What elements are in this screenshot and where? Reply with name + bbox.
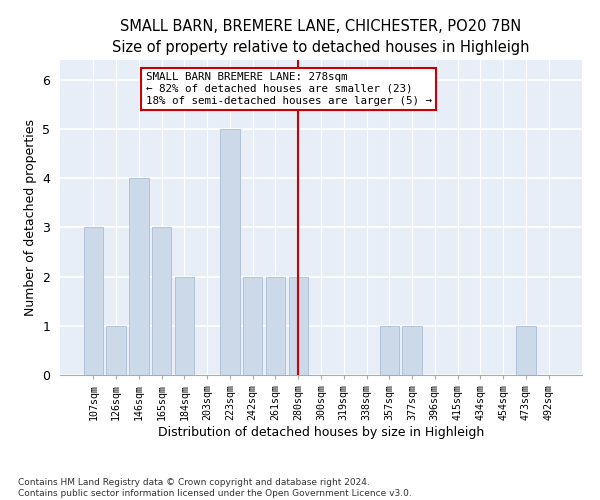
Bar [516,326,536,375]
Bar [289,276,308,375]
Bar [380,326,399,375]
Bar [175,276,194,375]
Bar [243,276,262,375]
Title: SMALL BARN, BREMERE LANE, CHICHESTER, PO20 7BN
Size of property relative to deta: SMALL BARN, BREMERE LANE, CHICHESTER, PO… [112,18,530,55]
Text: SMALL BARN BREMERE LANE: 278sqm
← 82% of detached houses are smaller (23)
18% of: SMALL BARN BREMERE LANE: 278sqm ← 82% of… [146,72,432,106]
Text: Contains HM Land Registry data © Crown copyright and database right 2024.
Contai: Contains HM Land Registry data © Crown c… [18,478,412,498]
Bar [220,129,239,375]
Bar [129,178,149,375]
Bar [106,326,126,375]
Bar [403,326,422,375]
Y-axis label: Number of detached properties: Number of detached properties [24,119,37,316]
Bar [266,276,285,375]
Bar [84,228,103,375]
X-axis label: Distribution of detached houses by size in Highleigh: Distribution of detached houses by size … [158,426,484,438]
Bar [152,228,172,375]
